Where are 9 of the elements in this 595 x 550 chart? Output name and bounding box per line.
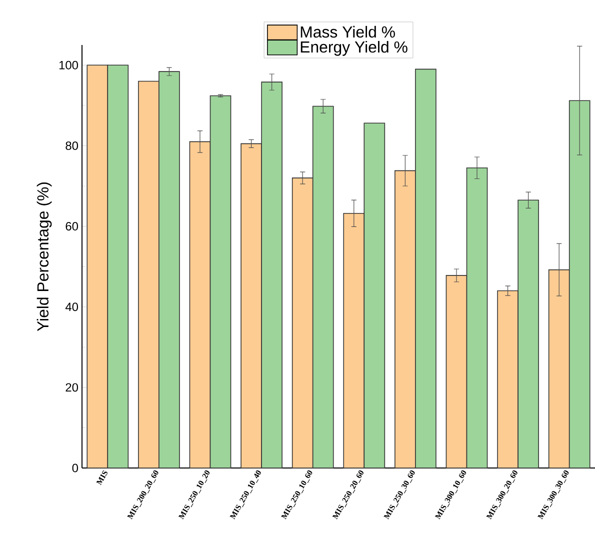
legend-label: Mass Yield %	[300, 26, 395, 38]
y-tick-label: 20	[66, 383, 78, 392]
y-axis-title: Yield Percentage (%)	[36, 182, 52, 332]
legend-label: Energy Yield %	[300, 40, 408, 56]
y-tick-label: 80	[66, 141, 78, 150]
y-tick-label: 40	[65, 302, 78, 312]
y-tick-label: 100	[59, 60, 78, 70]
y-tick-label: 0	[72, 464, 78, 472]
y-tick-label: 60	[66, 222, 78, 231]
